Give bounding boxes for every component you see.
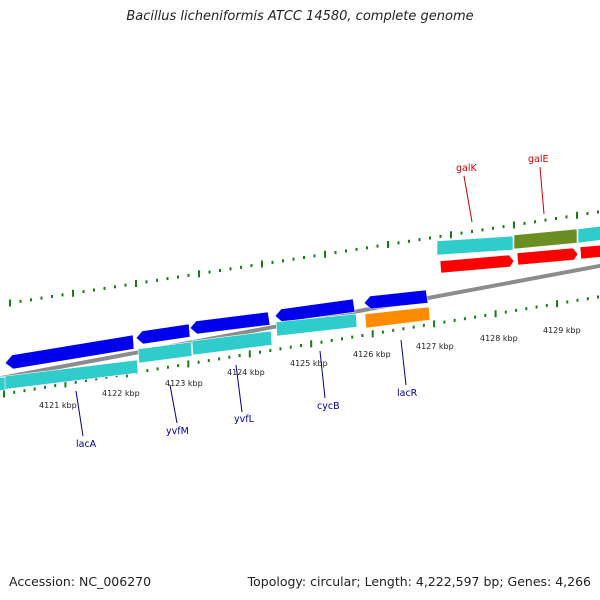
leader-line-lacA: [75, 390, 84, 437]
feature-bar-galK[interactable]: [436, 235, 514, 256]
cds-arrow-next[interactable]: [579, 244, 600, 260]
cds-arrow-galE[interactable]: [516, 247, 579, 266]
gene-label-cycB[interactable]: cycB: [317, 401, 340, 412]
tick-label: 4124 kbp: [227, 368, 265, 377]
feature-bar-yvfL[interactable]: [191, 330, 273, 356]
gene-label-yvfM[interactable]: yvfM: [166, 426, 189, 437]
tick-label: 4129 kbp: [543, 326, 581, 335]
leader-line-galK: [463, 175, 473, 223]
gene-leader-lines: [75, 166, 545, 437]
leader-line-yvfM: [169, 384, 178, 424]
cds-arrow-galK[interactable]: [439, 254, 515, 274]
tick-labels: 4121 kbp 4122 kbp 4123 kbp 4124 kbp 4125…: [39, 326, 581, 410]
cds-arrow-lacR[interactable]: [363, 289, 429, 310]
outer-tick-marks: [9, 210, 599, 307]
feature-bar-galE[interactable]: [513, 228, 578, 250]
gene-labels: lacA yvfM yvfL cycB lacR galK galE: [76, 154, 549, 450]
feature-bar-cycB[interactable]: [275, 313, 358, 337]
gene-label-yvfL[interactable]: yvfL: [234, 414, 255, 425]
tick-label: 4128 kbp: [480, 334, 518, 343]
reverse-feature-track: [0, 289, 431, 392]
gene-label-lacR[interactable]: lacR: [397, 388, 418, 399]
feature-bar-yvfM[interactable]: [137, 341, 193, 364]
cds-arrow-yvfL[interactable]: [189, 311, 271, 335]
feature-bar-edge[interactable]: [0, 376, 6, 392]
tick-label: 4123 kbp: [165, 379, 203, 388]
accession-text: Accession: NC_006270: [9, 574, 152, 589]
tick-label: 4122 kbp: [102, 389, 140, 398]
gene-label-lacA[interactable]: lacA: [76, 439, 97, 450]
tick-label: 4121 kbp: [39, 401, 77, 410]
gene-label-galK[interactable]: galK: [456, 163, 477, 174]
leader-line-yvfL: [235, 364, 243, 413]
leader-line-cycB: [319, 350, 326, 399]
tick-label: 4127 kbp: [416, 342, 454, 351]
cds-arrow-cycB[interactable]: [274, 298, 356, 323]
leader-line-galE: [539, 166, 545, 215]
tick-label: 4125 kbp: [290, 359, 328, 368]
cds-arrow-yvfM[interactable]: [135, 323, 191, 345]
leader-line-lacR: [400, 339, 407, 386]
feature-bar-next[interactable]: [577, 225, 600, 244]
cds-arrow-lacA[interactable]: [4, 334, 135, 370]
gene-label-galE[interactable]: galE: [528, 154, 549, 165]
tick-label: 4126 kbp: [353, 350, 391, 359]
map-title: Bacillus licheniformis ATCC 14580, compl…: [126, 9, 474, 24]
feature-bar-lacR[interactable]: [364, 306, 431, 329]
forward-feature-track: [436, 225, 600, 274]
genome-summary-text: Topology: circular; Length: 4,222,597 bp…: [247, 574, 591, 589]
feature-bar-lacA[interactable]: [0, 359, 139, 391]
